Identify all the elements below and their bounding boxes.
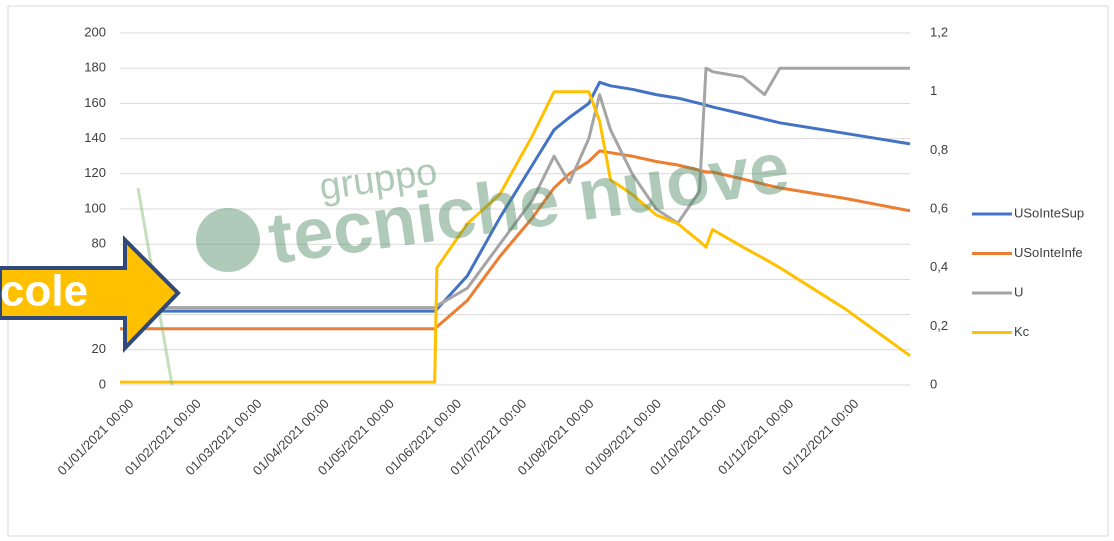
legend-label: USoInteInfe [1014, 245, 1083, 260]
arrow-text: cole [0, 267, 88, 316]
y2-tick-label: 1,2 [930, 24, 948, 39]
watermark-logo [196, 208, 260, 272]
y-tick-label: 20 [92, 341, 106, 356]
y2-tick-label: 1 [930, 83, 937, 98]
watermark-large: tecniche nuove [264, 128, 794, 280]
y2-tick-label: 0,4 [930, 259, 948, 274]
legend-label: Kc [1014, 324, 1030, 339]
y-tick-label: 200 [84, 24, 106, 39]
y-tick-label: 160 [84, 95, 106, 110]
y2-tick-label: 0,8 [930, 142, 948, 157]
y2-tick-label: 0 [930, 376, 937, 391]
y-tick-label: 140 [84, 130, 106, 145]
legend-label: USoInteSup [1014, 205, 1084, 220]
y-tick-label: 80 [92, 236, 106, 251]
series-line [120, 90, 911, 384]
arrow-shape [0, 235, 181, 353]
y-tick-label: 120 [84, 165, 106, 180]
y-tick-label: 0 [99, 376, 106, 391]
watermark: gruppo tecniche nuove [136, 128, 794, 386]
legend-label: U [1014, 284, 1023, 299]
y-tick-label: 180 [84, 60, 106, 75]
arrow: cole [0, 235, 181, 353]
y-tick-label: 100 [84, 200, 106, 215]
y2-tick-label: 0,2 [930, 318, 948, 333]
y2-tick-label: 0,6 [930, 200, 948, 215]
